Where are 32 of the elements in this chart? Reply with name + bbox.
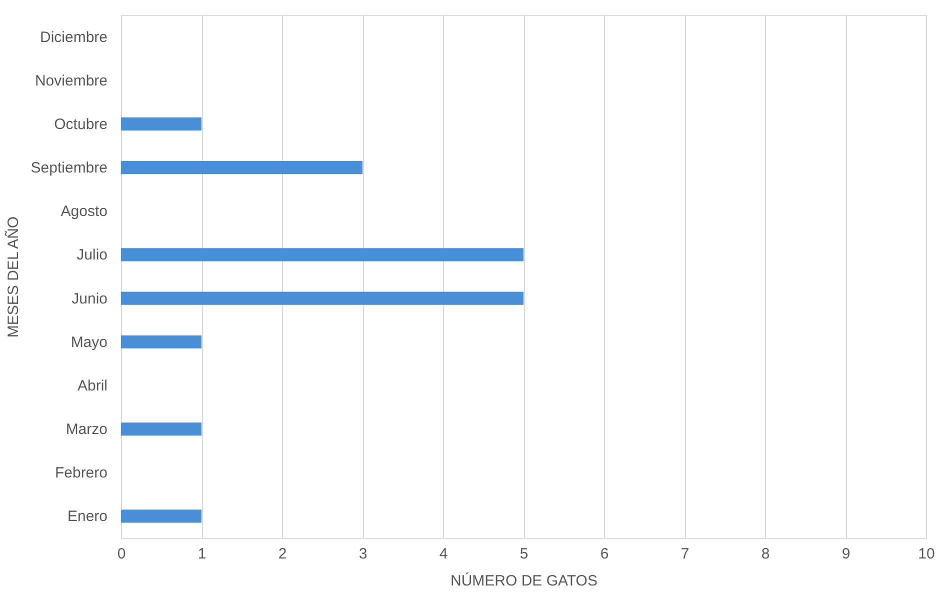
x-tick-label: 9 bbox=[842, 546, 850, 562]
x-tick-label: 1 bbox=[198, 546, 206, 562]
y-tick-label: Diciembre bbox=[40, 28, 108, 46]
bar bbox=[121, 510, 202, 523]
y-tick-label: Noviembre bbox=[34, 72, 108, 90]
x-axis-title: NÚMERO DE GATOS bbox=[450, 572, 598, 590]
bar bbox=[121, 335, 202, 348]
y-tick-label: Agosto bbox=[60, 203, 108, 220]
x-tick-label: 3 bbox=[358, 546, 368, 562]
y-tick-label: Junio bbox=[72, 290, 108, 308]
y-tick-label: Marzo bbox=[66, 421, 108, 438]
bar bbox=[121, 422, 202, 436]
bar bbox=[121, 117, 202, 130]
x-tick-label: 2 bbox=[278, 546, 287, 562]
bar bbox=[121, 161, 362, 174]
bar bbox=[121, 292, 524, 305]
y-tick-label: Febrero bbox=[54, 464, 108, 482]
x-tick-label: 5 bbox=[520, 546, 528, 562]
x-tick-label: 6 bbox=[600, 546, 609, 562]
x-tick-label: 4 bbox=[439, 546, 448, 562]
y-axis-title: MESES DEL AÑO bbox=[4, 216, 22, 338]
x-tick-label: 10 bbox=[918, 546, 935, 562]
y-tick-label: Enero bbox=[67, 508, 108, 526]
x-tick-label: 8 bbox=[761, 546, 770, 562]
x-tick-label: 7 bbox=[680, 546, 690, 562]
y-tick-label: Mayo bbox=[70, 334, 108, 351]
bar bbox=[121, 248, 524, 262]
x-tick-label: 0 bbox=[117, 546, 126, 562]
y-tick-label: Octubre bbox=[54, 116, 108, 133]
y-tick-label: Septiembre bbox=[30, 160, 108, 177]
y-tick-label: Julio bbox=[76, 246, 108, 264]
y-tick-label: Abril bbox=[77, 377, 108, 394]
